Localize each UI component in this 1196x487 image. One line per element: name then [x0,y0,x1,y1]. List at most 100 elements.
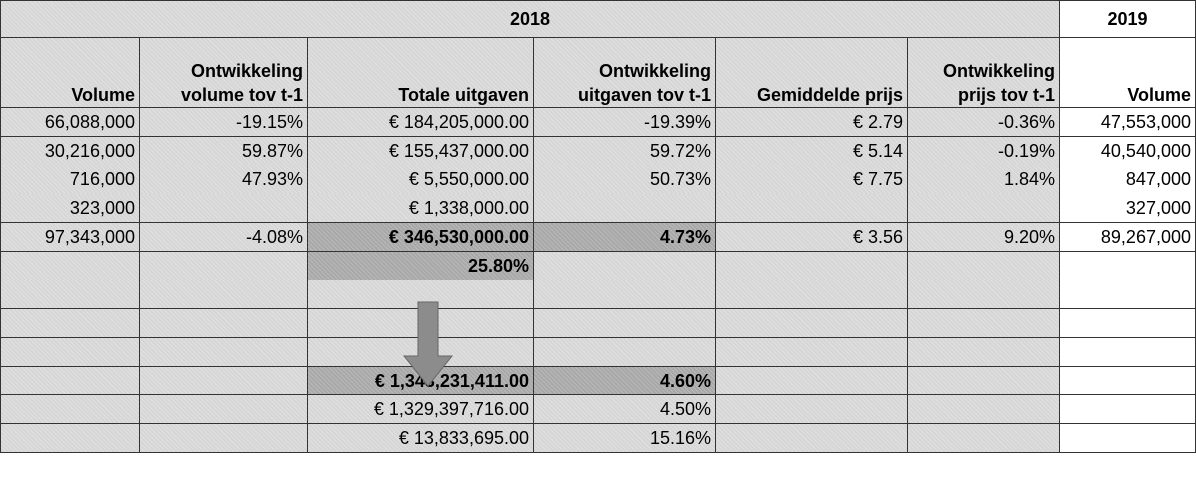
table-cell [908,194,1060,224]
cell-text: 59.72% [649,140,711,161]
table-cell: 97,343,000 [0,222,140,252]
column-header: Totale uitgaven [308,38,534,108]
cell-text: 9.20% [1003,226,1055,247]
cell-text: Volume [1127,85,1191,105]
table-cell: € 2.79 [716,108,908,138]
table-cell [140,280,308,310]
table-cell [716,366,908,396]
table-cell [140,423,308,453]
table-cell: 4.60% [534,366,716,396]
cell-text: € 1,343,231,411.00 [374,370,529,391]
table-cell: 40,540,000 [1060,136,1196,166]
column-header: Ontwikkeling prijs tov t-1 [908,38,1060,108]
cell-text: € 2.79 [852,112,903,133]
cell-text: 4.60% [659,370,711,391]
column-header: Ontwikkeling uitgaven tov t-1 [534,38,716,108]
cell-text: 40,540,000 [1100,140,1191,161]
cell-text: € 5.14 [852,140,903,161]
cell-text: € 5,550,000.00 [408,169,529,190]
cell-text: Ontwikkeling [190,61,303,81]
cell-text: Volume [71,85,135,105]
table-cell: 25.80% [308,251,534,281]
cell-text: 323,000 [69,198,135,219]
table-cell: 4.73% [534,222,716,252]
year-header: 2018 [0,0,1060,38]
table-cell [1060,280,1196,310]
table-cell: € 1,343,231,411.00 [308,366,534,396]
table-cell [308,308,534,339]
table-cell [534,280,716,310]
cell-text: 97,343,000 [44,226,135,247]
table-cell [716,308,908,339]
cell-text: 716,000 [69,169,135,190]
year-header: 2019 [1060,0,1196,38]
table-cell: 327,000 [1060,194,1196,224]
table-cell [140,366,308,396]
cell-text: -0.19% [997,140,1055,161]
table-cell: -19.39% [534,108,716,138]
cell-text: Totale uitgaven [398,85,529,105]
table-cell [716,251,908,281]
table-cell: € 3.56 [716,222,908,252]
cell-text: -4.08% [245,226,303,247]
cell-text: 2018 [509,9,551,29]
table-cell [1060,423,1196,453]
cell-text: -19.15% [235,112,303,133]
table-cell [716,423,908,453]
cell-text: prijs tov t-1 [957,85,1055,105]
table-cell: -0.36% [908,108,1060,138]
cell-text: 47.93% [241,169,303,190]
table-cell [308,280,534,310]
table-cell: € 7.75 [716,165,908,195]
table-cell [0,423,140,453]
table-cell [140,194,308,224]
table-cell [0,280,140,310]
table-cell: € 1,338,000.00 [308,194,534,224]
table-cell [1060,308,1196,339]
table-cell: € 184,205,000.00 [308,108,534,138]
table-cell: 4.50% [534,395,716,425]
table-cell: 89,267,000 [1060,222,1196,252]
cell-text: 2019 [1107,9,1148,29]
column-header: Volume [0,38,140,108]
column-header: Volume [1060,38,1196,108]
table-cell: € 5,550,000.00 [308,165,534,195]
table-cell [1060,366,1196,396]
table-cell: 323,000 [0,194,140,224]
table-cell: 9.20% [908,222,1060,252]
table-cell [534,337,716,367]
cell-text: € 1,338,000.00 [408,198,529,219]
table-cell [534,251,716,281]
table-cell: 50.73% [534,165,716,195]
cell-text: 66,088,000 [44,112,135,133]
table-cell [908,395,1060,425]
table-cell [908,337,1060,367]
table-cell [0,366,140,396]
table-cell: 47,553,000 [1060,108,1196,138]
cell-text: 25.80% [467,255,529,276]
table-cell [140,337,308,367]
table-cell [0,251,140,281]
cell-text: Ontwikkeling [942,61,1055,81]
table-cell: 847,000 [1060,165,1196,195]
cell-text: € 7.75 [852,169,903,190]
cell-text: volume tov t-1 [180,85,303,105]
cell-text: € 3.56 [852,226,903,247]
table-cell [1060,395,1196,425]
table-cell: 47.93% [140,165,308,195]
table-cell [0,395,140,425]
cell-text: 47,553,000 [1100,112,1191,133]
cell-text: 89,267,000 [1100,226,1191,247]
table-cell [0,308,140,339]
table-cell: 15.16% [534,423,716,453]
column-header: Gemiddelde prijs [716,38,908,108]
cell-text: 4.50% [659,399,711,420]
table-cell: € 1,329,397,716.00 [308,395,534,425]
table-cell: 1.84% [908,165,1060,195]
table-cell [534,308,716,339]
cell-text: 59.87% [241,140,303,161]
table-cell [140,395,308,425]
column-header: Ontwikkeling volume tov t-1 [140,38,308,108]
cell-text: € 155,437,000.00 [388,140,529,161]
